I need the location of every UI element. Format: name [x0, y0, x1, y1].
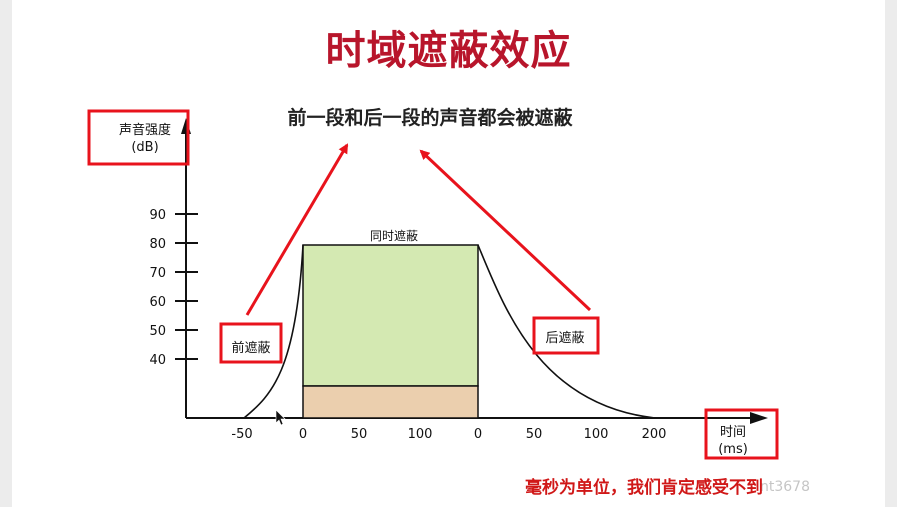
y-axis-label-line2: (dB): [131, 140, 158, 155]
x-tick-label: 0: [474, 427, 482, 442]
y-tick-label: 90: [149, 208, 166, 223]
mouse-cursor-icon: [275, 409, 286, 426]
pre-masking-label: 前遮蔽: [231, 340, 270, 356]
y-tick-label: 50: [149, 324, 166, 339]
post-masking-label: 后遮蔽: [545, 330, 584, 346]
x-tick-label: 200: [642, 427, 667, 442]
x-tick-label: 50: [526, 427, 543, 442]
x-tick-label: 50: [351, 427, 368, 442]
x-axis-label-highlight-box: [704, 408, 779, 460]
x-axis-label-line2: (ms): [718, 442, 748, 457]
pre-masking-arrow: [245, 143, 349, 316]
y-axis-ticks: [175, 213, 198, 360]
x-tick-label: -50: [231, 427, 252, 442]
watermark: nt3678: [760, 479, 810, 495]
slide-title: 时域遮蔽效应: [325, 28, 572, 74]
y-tick-label: 40: [149, 353, 166, 368]
pre-masking-curve: [243, 244, 304, 419]
right-edge: [885, 0, 897, 507]
x-tick-label: 0: [299, 427, 307, 442]
slide-subtitle: 前一段和后一段的声音都会被遮蔽: [287, 107, 573, 129]
simultaneous-masking-label: 同时遮蔽: [370, 228, 418, 243]
simultaneous-masking-region: [302, 244, 479, 387]
x-axis-label-line1: 时间: [720, 425, 746, 440]
y-axis-label-highlight-box: [87, 109, 190, 166]
x-tick-label: 100: [408, 427, 433, 442]
x-tick-label: 100: [584, 427, 609, 442]
y-tick-label: 80: [149, 237, 166, 252]
y-tick-label: 70: [149, 266, 166, 281]
base-region: [302, 385, 479, 419]
y-tick-labels: 90 80 70 60 50 40: [149, 208, 166, 368]
post-masking-highlight-box: [532, 316, 600, 355]
x-tick-labels: -50 0 50 100 0 50 100 200: [231, 427, 666, 442]
left-edge: [0, 0, 12, 507]
pre-masking-highlight-box: [219, 322, 283, 364]
y-tick-label: 60: [149, 295, 166, 310]
y-axis-label-line1: 声音强度: [119, 122, 171, 138]
post-masking-arrow: [419, 149, 592, 312]
x-axis-arrowhead: [750, 412, 768, 424]
footer-note: 毫秒为单位，我们肯定感受不到: [525, 478, 763, 498]
